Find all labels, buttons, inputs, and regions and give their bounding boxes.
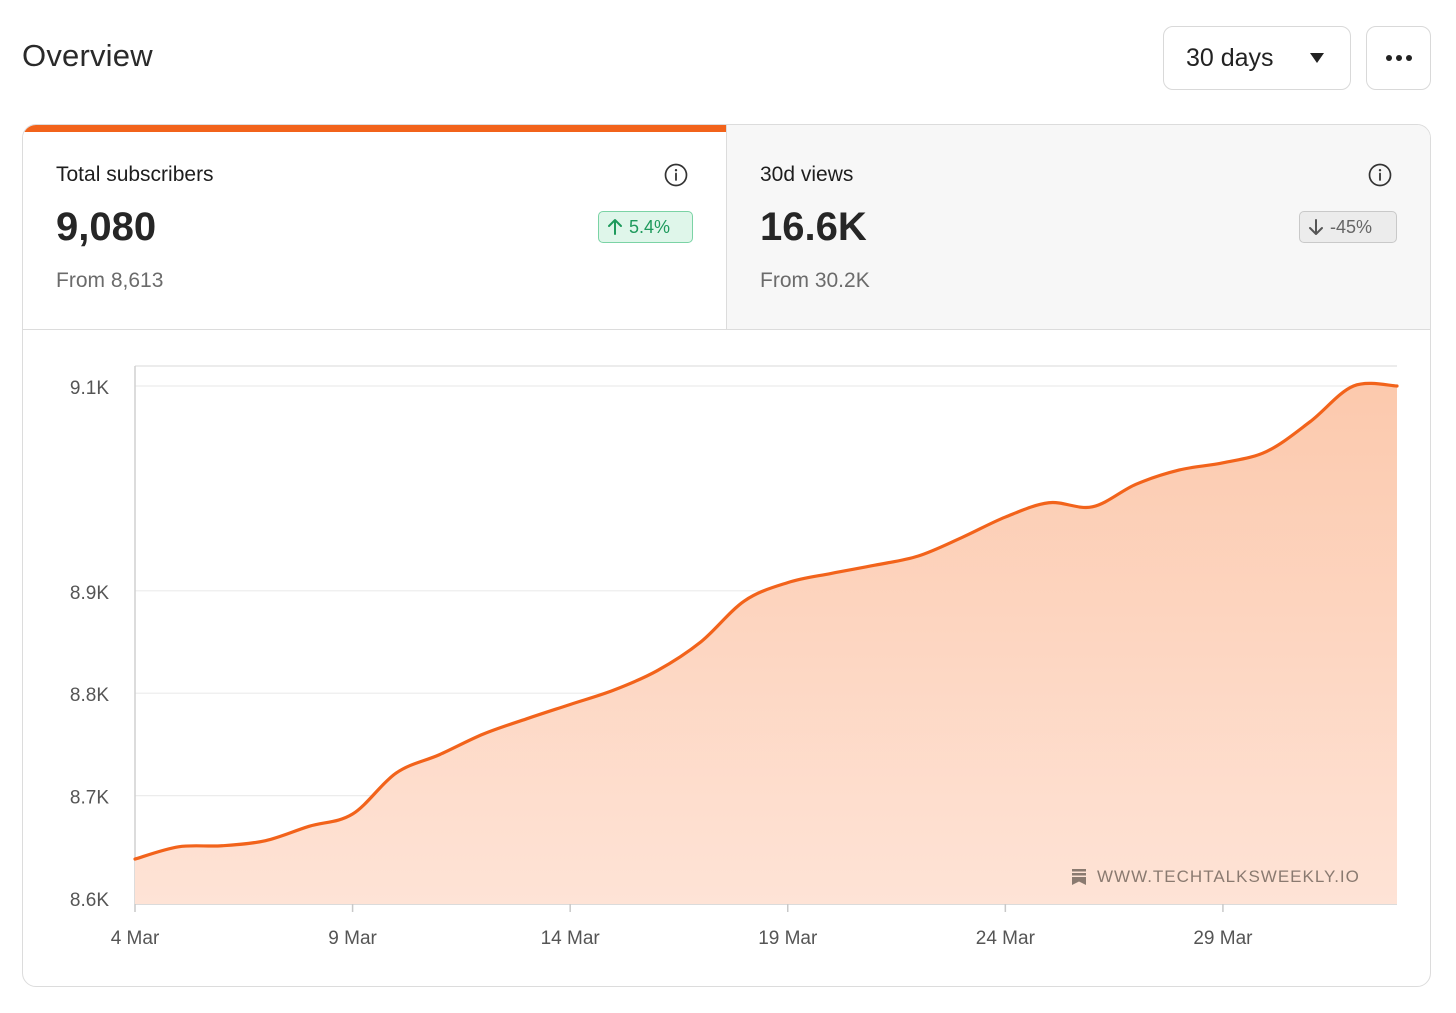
x-tick-label: 29 Mar <box>1193 928 1253 949</box>
overview-card: Total subscribers 9,080 5.4% From 8,613 … <box>22 124 1431 987</box>
watermark-text: WWW.TECHTALKSWEEKLY.IO <box>1097 867 1360 886</box>
chart-svg: 9.1K 8.9K 8.8K 8.7K 8.6K4 Mar 9 Mar 14 Mar 19 M… <box>70 365 1399 949</box>
more-options-button[interactable] <box>1366 26 1431 90</box>
tab-total-subscribers[interactable]: Total subscribers 9,080 5.4% From 8,613 <box>23 125 726 330</box>
x-tick-label: 24 Mar <box>976 928 1036 949</box>
tab-label: 30d views <box>760 163 854 186</box>
chevron-down-icon <box>1310 53 1324 63</box>
y-tick-label: 8.6K <box>70 890 109 911</box>
change-badge-up: 5.4% <box>598 211 693 243</box>
x-tick-label: 19 Mar <box>758 928 818 949</box>
x-tick-label: 9 Mar <box>328 928 377 949</box>
bookmark-icon <box>1072 869 1086 885</box>
change-badge-down: -45% <box>1299 211 1397 243</box>
views-count: 16.6K <box>760 205 867 249</box>
watermark: WWW.TECHTALKSWEEKLY.IO <box>1071 867 1360 887</box>
info-icon[interactable] <box>1368 163 1392 187</box>
page-title: Overview <box>22 38 153 73</box>
tab-30d-views[interactable]: 30d views 16.6K -45% From 30.2K <box>726 125 1430 330</box>
y-tick-label: 8.9K <box>70 583 109 604</box>
tab-label: Total subscribers <box>56 163 214 186</box>
y-tick-label: 8.7K <box>70 788 109 809</box>
y-tick-label: 9.1K <box>70 378 109 399</box>
change-value: 5.4% <box>629 216 671 237</box>
subscriber-count: 9,080 <box>56 205 157 249</box>
arrow-up-icon <box>608 219 622 235</box>
more-horizontal-icon <box>1385 55 1412 61</box>
arrow-down-icon <box>1309 219 1323 235</box>
change-value: -45% <box>1330 216 1373 237</box>
series-line <box>133 381 1399 861</box>
previous-value: From 30.2K <box>760 269 870 292</box>
info-icon[interactable] <box>664 163 688 187</box>
date-range-select[interactable]: 30 days <box>1163 26 1351 90</box>
subscribers-chart: 9.1K 8.9K 8.8K 8.7K 8.6K 4 Mar 9 Mar 14 Mar 19 M… <box>23 330 1430 986</box>
area-fill <box>135 383 1397 904</box>
x-tick-label: 4 Mar <box>111 928 160 949</box>
date-range-value: 30 days <box>1186 43 1274 72</box>
previous-value: From 8,613 <box>56 269 164 292</box>
x-tick-label: 14 Mar <box>541 928 601 949</box>
y-tick-label: 8.8K <box>70 685 109 706</box>
